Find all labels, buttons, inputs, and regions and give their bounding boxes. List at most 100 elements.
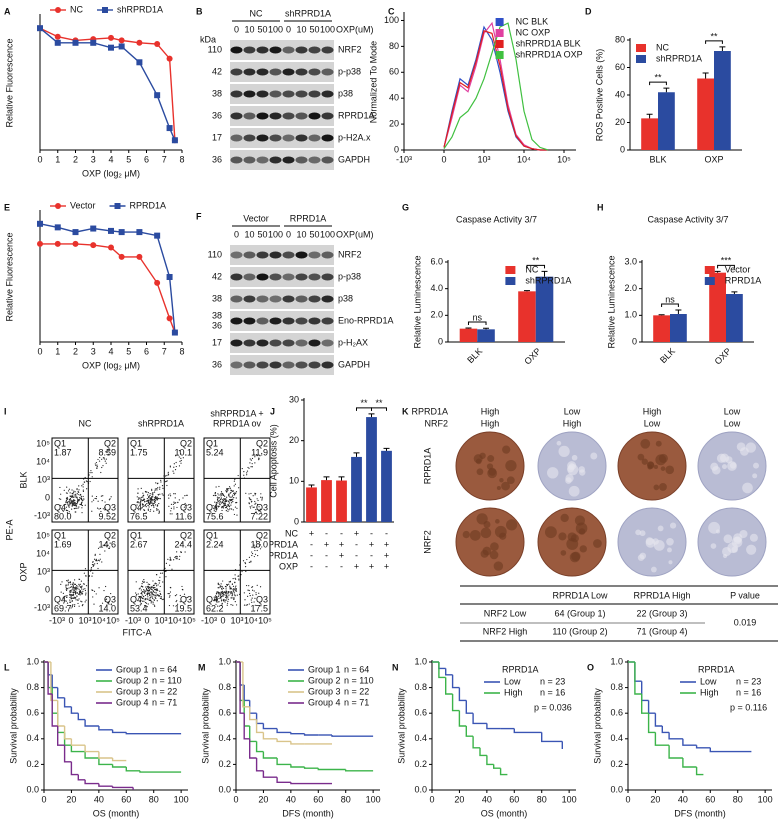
event-dot [218, 500, 220, 502]
blot-band [230, 134, 243, 142]
event-dot [139, 501, 142, 503]
event-dot [250, 560, 252, 562]
event-dot [246, 474, 248, 476]
event-dot [99, 558, 101, 560]
x-tick-label: OXP [713, 346, 734, 367]
plot-frame [127, 529, 195, 615]
event-dot [65, 509, 67, 512]
event-dot [230, 591, 232, 593]
blot-band [230, 339, 243, 347]
condition-sign: - [310, 539, 313, 549]
quadrant-value: 14.6 [98, 539, 116, 549]
event-dot [175, 558, 177, 560]
error-bar [368, 413, 375, 418]
event-dot [90, 470, 92, 472]
event-dot [221, 509, 223, 512]
event-dot [236, 594, 238, 596]
event-dot [184, 551, 186, 553]
x-tick-label: 80 [733, 794, 743, 804]
event-dot [226, 505, 228, 507]
significance-bracket [649, 81, 667, 86]
panel-letter: M [198, 662, 206, 672]
event-dot [68, 488, 70, 490]
event-dot [230, 499, 232, 501]
event-dot [95, 495, 98, 498]
event-dot [78, 489, 80, 491]
event-dot [142, 598, 144, 600]
event-dot [251, 505, 253, 507]
legend-label: shRPRD1A OXP [516, 49, 583, 59]
tissue-texture [708, 521, 721, 534]
series-line [39, 27, 176, 141]
kda-label: 36 [212, 359, 222, 369]
event-dot [150, 587, 152, 589]
event-dot [159, 592, 161, 595]
event-dot [231, 595, 233, 597]
tissue-texture [722, 554, 728, 559]
event-dot [91, 472, 93, 474]
event-dot [157, 487, 159, 489]
blot-band [269, 156, 282, 164]
quadrant-value: 62.2 [206, 603, 224, 613]
kda-label: 38 [212, 293, 222, 303]
panel-letter: F [196, 211, 202, 221]
blot-band [269, 361, 282, 369]
event-dot [144, 605, 146, 607]
event-dot [251, 554, 253, 557]
event-dot [95, 498, 97, 500]
y-tick-label: 100 [384, 15, 399, 25]
event-dot [93, 558, 96, 560]
event-dot [148, 589, 150, 592]
event-dot [74, 586, 76, 589]
event-dot [233, 598, 235, 601]
blot-band [295, 317, 308, 325]
event-dot [162, 494, 164, 496]
km-step [98, 726, 113, 731]
legend-count: n = 23 [540, 676, 565, 686]
tissue-texture [635, 529, 642, 536]
event-dot [152, 597, 154, 600]
km-step [682, 758, 697, 768]
event-dot [104, 550, 106, 552]
event-dot [71, 594, 73, 596]
error-bar [465, 327, 472, 329]
event-dot [84, 476, 86, 479]
event-dot [67, 509, 69, 512]
event-dot [99, 507, 102, 510]
event-dot [144, 592, 146, 594]
event-dot [73, 591, 75, 593]
event-dot [249, 507, 252, 509]
event-dot [222, 493, 224, 495]
series-line [39, 223, 176, 333]
km-step [661, 726, 670, 734]
event-dot [81, 499, 84, 501]
y-tick-label: -10³ [34, 602, 50, 612]
km-step [77, 774, 86, 781]
event-dot [213, 596, 215, 598]
legend-count: n = 16 [540, 687, 565, 697]
event-dot [180, 453, 182, 455]
event-dot [226, 604, 228, 606]
legend-swatch [495, 29, 504, 37]
event-dot [157, 589, 159, 592]
event-dot [222, 591, 224, 593]
dose-unit: OXP(uM) [336, 24, 374, 34]
event-dot [253, 506, 255, 508]
event-dot [73, 490, 75, 492]
event-dot [75, 591, 77, 593]
bar [535, 276, 554, 342]
event-dot [78, 583, 80, 585]
condition-sign: - [355, 550, 358, 560]
legend-label: Group 2 [308, 675, 341, 685]
blot-band [308, 68, 321, 76]
event-dot [61, 581, 63, 583]
event-dot [83, 572, 85, 574]
event-dot [147, 508, 149, 510]
event-dot [172, 470, 174, 472]
tissue-texture [652, 538, 659, 545]
event-dot [90, 566, 93, 569]
quadrant-value: 14.0 [98, 603, 116, 613]
event-dot [231, 500, 233, 502]
y-tick-label: 30 [289, 394, 299, 404]
